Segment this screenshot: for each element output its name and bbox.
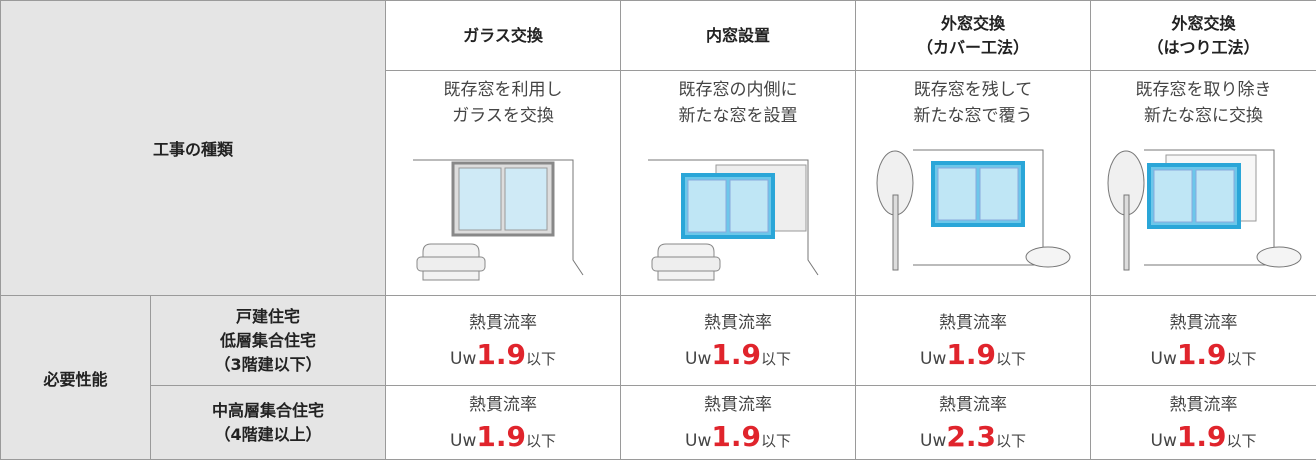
value-line: Uw1.9以下 <box>1092 337 1316 375</box>
column-header: 外窓交換 （カバー工法） <box>855 0 1092 71</box>
building-line: 中高層集合住宅 <box>212 400 325 420</box>
description-cell: 既存窓の内側に 新たな窓を設置 <box>620 70 857 296</box>
value-line: Uw1.9以下 <box>622 337 855 375</box>
suffix: 以下 <box>1226 349 1257 368</box>
illustration <box>648 159 819 281</box>
building-type: 戸建住宅低層集合住宅 （3階建以下） <box>149 295 387 386</box>
value-line: Uw1.9以下 <box>387 419 620 457</box>
metric: 熱貫流率 <box>469 394 538 415</box>
column-title: （はつり工法） <box>1147 37 1260 57</box>
value-line: Uw1.9以下 <box>387 337 620 375</box>
building-line: 低層集合住宅 <box>220 330 317 350</box>
description-cell: 既存窓を利用し ガラスを交換 <box>385 70 622 296</box>
suffix: 以下 <box>995 349 1026 368</box>
value-cell: 熱貫流率 Uw1.9以下 <box>385 295 622 386</box>
illustration <box>876 149 1071 271</box>
building-line: 戸建住宅 <box>236 306 301 326</box>
description: 既存窓を残して <box>913 80 1033 100</box>
value: 2.3 <box>946 419 996 453</box>
prefix: Uw <box>920 348 947 369</box>
metric: 熱貫流率 <box>704 312 773 333</box>
value: 1.9 <box>1176 337 1227 371</box>
value-line: Uw1.9以下 <box>622 419 855 457</box>
metric: 熱貫流率 <box>469 312 538 333</box>
metric: 熱貫流率 <box>704 394 773 415</box>
column-title: 外窓交換 <box>1171 13 1236 33</box>
column-title: ガラス交換 <box>463 25 543 45</box>
metric: 熱貫流率 <box>939 394 1008 415</box>
metric: 熱貫流率 <box>1169 312 1238 333</box>
value-line: Uw1.9以下 <box>857 337 1090 375</box>
value: 1.9 <box>1176 419 1227 453</box>
description-cell: 既存窓を残して 新たな窓で覆う <box>855 70 1092 296</box>
building-line: （4階建以上） <box>214 424 322 444</box>
value-cell: 熱貫流率 Uw1.9以下 <box>855 295 1092 386</box>
metric: 熱貫流率 <box>939 312 1008 333</box>
description: 既存窓の内側に <box>678 80 798 100</box>
suffix: 以下 <box>995 431 1026 450</box>
prefix: Uw <box>920 430 947 451</box>
suffix: 以下 <box>760 349 791 368</box>
suffix: 以下 <box>525 349 556 368</box>
prefix: Uw <box>685 430 712 451</box>
metric: 熱貫流率 <box>1169 394 1238 415</box>
value: 1.9 <box>946 337 996 371</box>
performance-label-text: 必要性能 <box>43 369 108 389</box>
illustration <box>1107 149 1302 271</box>
description: ガラスを交換 <box>452 106 554 126</box>
column-title: （カバー工法） <box>917 37 1030 57</box>
description: 新たな窓を設置 <box>678 106 798 126</box>
prefix: Uw <box>450 348 477 369</box>
value-cell: 熱貫流率 Uw1.9以下 <box>385 385 622 460</box>
description: 新たな窓に交換 <box>1144 106 1264 126</box>
suffix: 以下 <box>760 431 791 450</box>
building-line: （3階建以下） <box>214 354 322 374</box>
description: 新たな窓で覆う <box>913 106 1033 126</box>
description: 既存窓を取り除き <box>1135 80 1272 100</box>
column-header: 外窓交換 （はつり工法） <box>1090 0 1316 71</box>
value-cell: 熱貫流率 Uw1.9以下 <box>1090 295 1316 386</box>
performance-label: 必要性能 <box>0 295 151 460</box>
value-cell: 熱貫流率 Uw1.9以下 <box>620 295 857 386</box>
value: 1.9 <box>476 419 526 453</box>
value-line: Uw2.3以下 <box>857 419 1090 457</box>
prefix: Uw <box>685 348 712 369</box>
value-cell: 熱貫流率 Uw2.3以下 <box>855 385 1092 460</box>
suffix: 以下 <box>525 431 556 450</box>
column-header: ガラス交換 <box>385 0 622 71</box>
value-cell: 熱貫流率 Uw1.9以下 <box>620 385 857 460</box>
value-cell: 熱貫流率 Uw1.9以下 <box>1090 385 1316 460</box>
column-title: 内窓設置 <box>706 25 771 45</box>
row-label-text: 工事の種類 <box>153 140 234 159</box>
column-header: 内窓設置 <box>620 0 857 71</box>
value: 1.9 <box>711 419 761 453</box>
building-type: 中高層集合住宅 （4階建以上） <box>149 385 387 460</box>
value: 1.9 <box>476 337 526 371</box>
value-line: Uw1.9以下 <box>1092 419 1316 457</box>
prefix: Uw <box>1150 348 1177 369</box>
illustration <box>413 159 584 281</box>
description: 既存窓を利用し <box>443 80 563 100</box>
column-title: 外窓交換 <box>941 13 1006 33</box>
suffix: 以下 <box>1226 431 1257 450</box>
row-label: 工事の種類 <box>0 0 387 296</box>
prefix: Uw <box>450 430 477 451</box>
description-cell: 既存窓を取り除き 新たな窓に交換 <box>1090 70 1316 296</box>
value: 1.9 <box>711 337 761 371</box>
prefix: Uw <box>1150 430 1177 451</box>
